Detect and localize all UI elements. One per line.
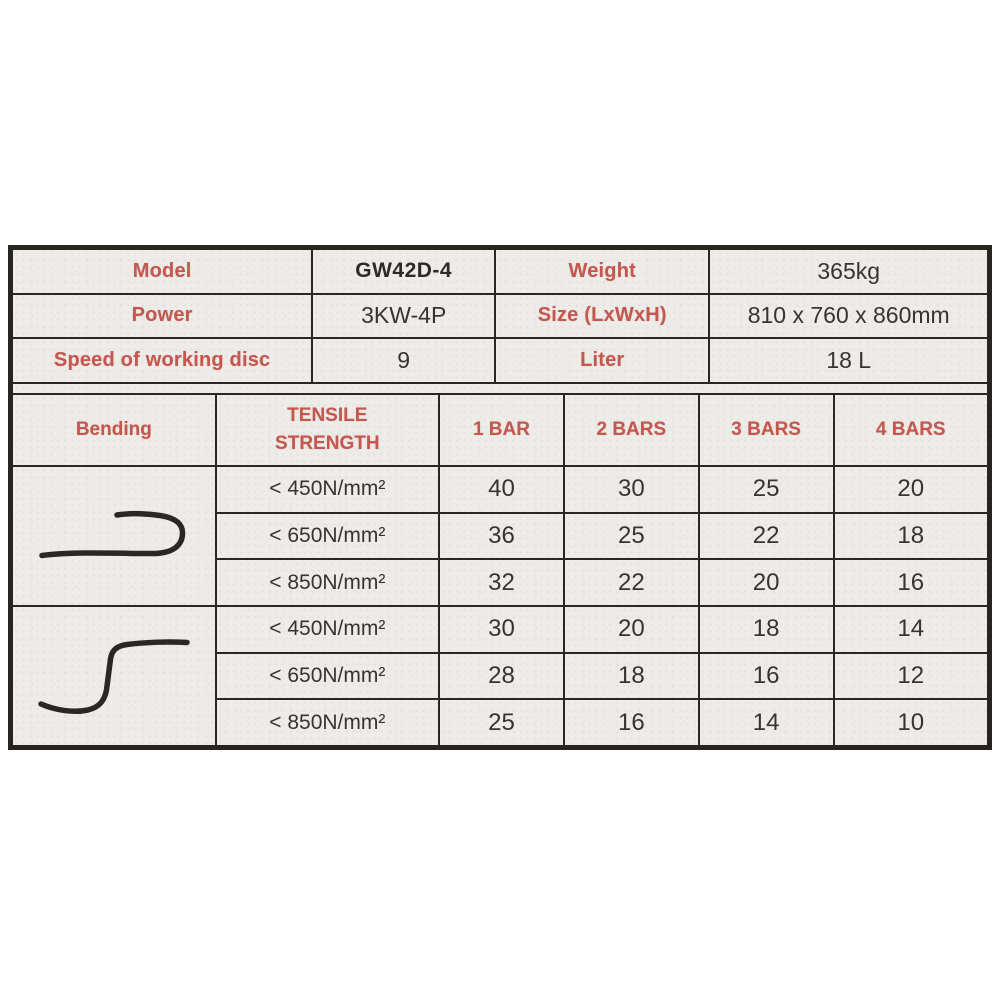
header-tensile-text: TENSILE STRENGTH — [275, 404, 380, 455]
value-cell-1bar: 28 — [439, 653, 563, 699]
value-cell-1bar: 32 — [439, 560, 563, 605]
spec-value-model: GW42D-4 — [313, 250, 495, 293]
value-cell-3bars: 18 — [699, 607, 833, 652]
spec-value-size: 810 x 760 x 860mm — [710, 294, 987, 338]
header-bending: Bending — [13, 395, 215, 465]
spec-value-weight: 365kg — [710, 250, 987, 293]
tensile-cell: < 450N/mm² — [216, 467, 438, 512]
bending-capacity-table: Bending TENSILE STRENGTH 1 BAR 2 BARS 3 … — [13, 395, 987, 745]
value-cell-4bars: 18 — [834, 513, 987, 559]
value-cell-2bars: 16 — [564, 700, 698, 745]
spec-table-paper: Model GW42D-4 Weight 365kg Power 3KW-4P … — [8, 245, 992, 750]
header-3-bars: 3 BARS — [699, 395, 833, 465]
spec-label-speed: Speed of working disc — [13, 339, 312, 382]
spec-label-size: Size (LxWxH) — [496, 294, 709, 338]
tensile-cell: < 850N/mm² — [216, 560, 438, 605]
spec-value-liter: 18 L — [710, 339, 987, 382]
machine-spec-table: Model GW42D-4 Weight 365kg Power 3KW-4P … — [13, 250, 987, 382]
header-4-bars: 4 BARS — [834, 395, 987, 465]
value-cell-1bar: 36 — [439, 513, 563, 559]
value-cell-3bars: 16 — [699, 653, 833, 699]
value-cell-2bars: 22 — [564, 560, 698, 605]
z-bend-shape-icon — [38, 639, 190, 714]
spec-label-weight: Weight — [496, 250, 709, 293]
u-bend-shape-icon — [39, 510, 186, 559]
value-cell-1bar: 25 — [439, 700, 563, 745]
value-cell-2bars: 18 — [564, 653, 698, 699]
value-cell-2bars: 25 — [564, 513, 698, 559]
value-cell-3bars: 14 — [699, 700, 833, 745]
header-tensile-strength: TENSILE STRENGTH — [216, 395, 438, 465]
header-1-bar: 1 BAR — [439, 395, 563, 465]
table-separator — [13, 382, 987, 395]
value-cell-4bars: 12 — [834, 653, 987, 699]
spec-label-liter: Liter — [496, 339, 709, 382]
value-cell-4bars: 16 — [834, 560, 987, 605]
value-cell-3bars: 22 — [699, 513, 833, 559]
tensile-cell: < 450N/mm² — [216, 607, 438, 652]
value-cell-4bars: 10 — [834, 700, 987, 745]
value-cell-4bars: 20 — [834, 467, 987, 512]
value-cell-1bar: 40 — [439, 467, 563, 512]
spec-value-power: 3KW-4P — [313, 294, 495, 338]
spec-label-power: Power — [13, 294, 312, 338]
spec-label-model: Model — [13, 250, 312, 293]
bending-shape-cell-z — [13, 607, 215, 745]
value-cell-3bars: 25 — [699, 467, 833, 512]
value-cell-1bar: 30 — [439, 607, 563, 652]
value-cell-3bars: 20 — [699, 560, 833, 605]
tensile-cell: < 850N/mm² — [216, 700, 438, 745]
value-cell-2bars: 20 — [564, 607, 698, 652]
header-2-bars: 2 BARS — [564, 395, 698, 465]
bending-shape-cell-u — [13, 467, 215, 605]
tensile-cell: < 650N/mm² — [216, 513, 438, 559]
tensile-cell: < 650N/mm² — [216, 653, 438, 699]
spec-value-speed: 9 — [313, 339, 495, 382]
value-cell-4bars: 14 — [834, 607, 987, 652]
value-cell-2bars: 30 — [564, 467, 698, 512]
